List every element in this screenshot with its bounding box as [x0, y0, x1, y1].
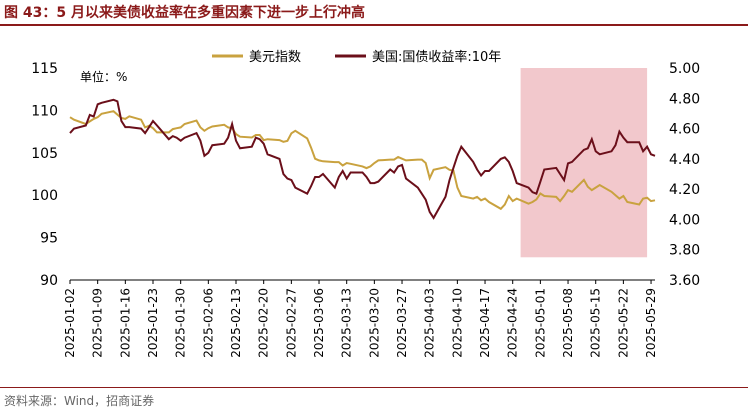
- left-tick-label: 115: [31, 61, 58, 77]
- x-tick-label: 2025-04-17: [478, 288, 492, 358]
- source-rule: [0, 387, 748, 388]
- x-tick-label: 2025-03-13: [340, 288, 354, 358]
- x-tick-label: 2025-04-24: [506, 288, 520, 358]
- x-tick-label: 2025-05-22: [616, 288, 630, 358]
- chart: 单位：% 90 95 100 105 110 115 3.60 3.80 4.00 4.20 4.…: [31, 49, 700, 358]
- x-axis-ticks: 2025-01-02 2025-01-09 2025-01-16 2025-01-23…: [63, 280, 658, 358]
- x-tick-label: 2025-03-27: [395, 288, 409, 358]
- x-tick-label: 2025-05-29: [644, 288, 658, 358]
- right-tick-label: 4.00: [669, 212, 700, 228]
- x-tick-label: 2025-02-06: [201, 288, 215, 358]
- right-axis-ticks: 3.60 3.80 4.00 4.20 4.40 4.60 4.80 5.00: [669, 61, 700, 289]
- source-note: 资料来源：Wind，招商证券: [4, 394, 155, 408]
- x-tick-label: 2025-03-20: [367, 288, 381, 358]
- x-tick-label: 2025-02-20: [257, 288, 271, 358]
- right-tick-label: 3.80: [669, 243, 700, 259]
- x-tick-label: 2025-05-08: [561, 288, 575, 358]
- right-tick-label: 4.40: [669, 152, 700, 168]
- right-tick-label: 4.20: [669, 182, 700, 198]
- highlight-range: [520, 68, 648, 258]
- right-tick-label: 3.60: [669, 273, 700, 289]
- x-tick-label: 2025-02-13: [229, 288, 243, 358]
- left-tick-label: 105: [31, 146, 58, 162]
- right-tick-label: 4.80: [669, 91, 700, 107]
- chart-title: 图 43：5 月以来美债收益率在多重因素下进一步上行冲高: [4, 5, 365, 21]
- right-tick-label: 5.00: [669, 61, 700, 77]
- x-tick-label: 2025-01-23: [146, 288, 160, 358]
- x-tick-label: 2025-05-01: [533, 288, 547, 358]
- left-axis-ticks: 90 95 100 105 110 115: [31, 61, 58, 289]
- left-tick-label: 110: [31, 103, 58, 119]
- x-tick-label: 2025-03-06: [312, 288, 326, 358]
- x-tick-label: 2025-01-09: [91, 288, 105, 358]
- x-tick-label: 2025-01-02: [63, 288, 77, 358]
- right-tick-label: 4.60: [669, 122, 700, 138]
- x-tick-label: 2025-02-27: [284, 288, 298, 358]
- left-tick-label: 95: [40, 231, 58, 247]
- legend-label-us10y: 美国:国债收益率:10年: [372, 49, 501, 65]
- x-tick-label: 2025-05-15: [589, 288, 603, 358]
- x-tick-label: 2025-01-30: [174, 288, 188, 358]
- x-tick-label: 2025-04-03: [423, 288, 437, 358]
- title-rule: [0, 24, 748, 26]
- x-tick-label: 2025-04-10: [450, 288, 464, 358]
- series-line-us10y: [69, 98, 656, 220]
- x-tick-label: 2025-01-16: [118, 288, 132, 358]
- unit-label: 单位：%: [80, 69, 127, 84]
- legend: 美元指数 美国:国债收益率:10年: [212, 49, 501, 65]
- series-line-dxy: [69, 110, 656, 211]
- left-tick-label: 90: [40, 273, 58, 289]
- left-tick-label: 100: [31, 188, 58, 204]
- legend-label-dxy: 美元指数: [249, 50, 301, 65]
